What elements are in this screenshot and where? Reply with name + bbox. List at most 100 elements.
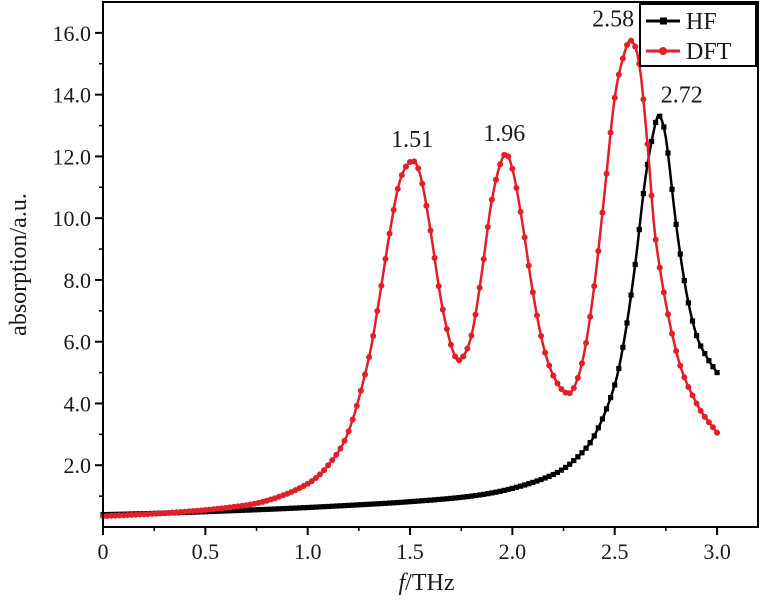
data-point <box>644 161 651 168</box>
data-point <box>378 282 385 289</box>
data-point <box>243 507 249 513</box>
data-point <box>705 419 712 426</box>
legend: HF DFT <box>639 3 757 67</box>
data-point <box>484 224 491 230</box>
data-point <box>546 362 553 369</box>
data-point <box>554 380 561 387</box>
data-point <box>603 170 610 177</box>
data-point <box>415 165 422 172</box>
data-point <box>235 507 241 514</box>
data-point <box>595 425 601 431</box>
data-point <box>567 461 573 467</box>
data-point <box>628 292 634 298</box>
data-point <box>575 454 581 460</box>
data-point <box>562 464 569 470</box>
data-point <box>656 264 663 271</box>
data-point <box>440 496 446 502</box>
data-point <box>616 365 622 372</box>
data-point <box>472 311 479 318</box>
data-point <box>669 186 675 192</box>
data-point <box>447 341 454 348</box>
legend-item-hf: HF <box>646 9 717 35</box>
data-point <box>362 371 368 378</box>
data-point <box>534 478 540 484</box>
data-point <box>620 344 626 350</box>
data-point <box>693 400 700 407</box>
data-point <box>435 283 442 290</box>
data-point <box>701 413 708 420</box>
data-point <box>300 505 307 511</box>
data-point <box>431 497 438 503</box>
data-point <box>308 478 315 485</box>
data-point <box>591 433 597 439</box>
data-point <box>403 499 409 505</box>
legend-box <box>639 3 757 67</box>
plot-area <box>100 37 721 520</box>
x-tick-label: 1.5 <box>396 539 424 564</box>
data-point <box>407 499 413 505</box>
data-point <box>423 202 430 209</box>
data-point <box>611 94 618 101</box>
data-point <box>366 354 373 361</box>
data-point <box>468 332 475 339</box>
data-point <box>411 498 417 504</box>
data-point <box>325 503 331 510</box>
data-point <box>370 333 377 340</box>
data-point <box>669 330 676 337</box>
data-point <box>505 486 511 493</box>
data-point <box>452 353 459 360</box>
data-point <box>260 506 266 513</box>
data-point <box>374 501 380 507</box>
data-point <box>640 190 646 197</box>
data-point <box>444 496 450 502</box>
data-point <box>305 504 311 511</box>
data-point <box>554 469 561 476</box>
data-point <box>542 349 549 356</box>
data-point <box>702 350 708 357</box>
data-point <box>276 506 282 512</box>
data-point <box>382 255 389 262</box>
data-point <box>341 437 348 444</box>
data-point <box>566 390 573 397</box>
data-point <box>394 185 401 192</box>
data-point <box>522 482 528 488</box>
data-point <box>509 485 515 491</box>
data-point <box>349 416 356 423</box>
data-point <box>427 227 434 234</box>
data-point <box>607 129 614 136</box>
data-point <box>288 505 294 511</box>
data-point <box>427 497 434 503</box>
y-tick-label: 14.0 <box>53 83 92 108</box>
data-point <box>529 289 536 296</box>
data-point <box>329 503 335 509</box>
data-point <box>456 494 462 501</box>
data-point <box>402 163 409 170</box>
data-point <box>530 479 536 486</box>
x-tick-label: 2.0 <box>499 539 527 564</box>
data-point <box>358 502 364 508</box>
data-point <box>571 458 577 464</box>
data-point <box>488 196 495 203</box>
data-point <box>698 343 704 349</box>
legend-label: HF <box>686 9 717 35</box>
data-point <box>489 490 495 496</box>
data-point <box>231 508 237 514</box>
data-point <box>653 119 659 126</box>
data-point <box>468 493 475 499</box>
data-point <box>460 494 466 500</box>
data-point <box>370 501 376 507</box>
y-tick-label: 4.0 <box>64 391 92 416</box>
legend-swatch-marker <box>659 47 667 55</box>
data-point <box>513 184 520 191</box>
data-point <box>538 476 544 483</box>
data-point <box>587 440 593 446</box>
data-point <box>579 450 585 456</box>
data-point <box>612 382 618 388</box>
data-point <box>337 503 344 509</box>
data-point <box>350 502 356 508</box>
data-point <box>509 165 516 172</box>
data-point <box>497 161 504 168</box>
data-point <box>431 254 438 261</box>
data-point <box>550 372 557 379</box>
